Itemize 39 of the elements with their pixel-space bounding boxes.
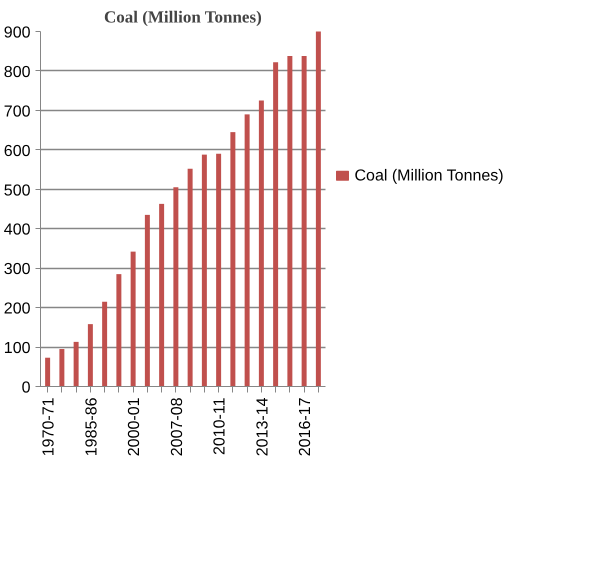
bar (173, 187, 178, 386)
y-tick-label: 600 (4, 142, 31, 160)
y-tick-label: 700 (4, 103, 31, 120)
y-tick-label: 800 (4, 64, 31, 81)
bar (188, 168, 193, 386)
x-tick-label: 2016-17 (297, 397, 314, 456)
bar (102, 302, 108, 386)
bar (244, 114, 250, 386)
x-tick-label: 2013-14 (254, 397, 272, 456)
bar (159, 204, 164, 386)
x-tick-label: 2000-01 (126, 397, 144, 456)
x-tick-label: 1970-71 (40, 397, 58, 456)
bar (202, 154, 207, 386)
x-tick-label: 2010-11 (212, 397, 229, 456)
bar (273, 62, 278, 386)
bar (59, 349, 64, 386)
y-tick-label: 300 (4, 261, 31, 278)
y-tick-label: 200 (4, 300, 31, 318)
bar (316, 32, 321, 386)
x-tick-label: 2007-08 (168, 397, 186, 456)
legend-label: Coal (Million Tonnes) (354, 167, 504, 184)
bar (230, 132, 236, 386)
bar (216, 154, 222, 386)
y-tick-label: 400 (4, 222, 31, 239)
bar (144, 214, 150, 386)
y-tick-label: 0 (22, 380, 31, 396)
bar (88, 324, 93, 386)
y-tick-label: 100 (4, 340, 31, 358)
bar (287, 56, 292, 386)
bar (116, 274, 122, 386)
y-tick-label: 500 (4, 182, 31, 200)
bar (258, 100, 264, 386)
chart-title: Coal (Million Tonnes) (104, 8, 262, 26)
bar (130, 252, 136, 386)
y-tick-label: 900 (4, 24, 31, 42)
bar (74, 342, 79, 386)
x-tick-label: 1985-86 (83, 397, 100, 456)
bar (45, 358, 50, 386)
bar (302, 56, 307, 386)
